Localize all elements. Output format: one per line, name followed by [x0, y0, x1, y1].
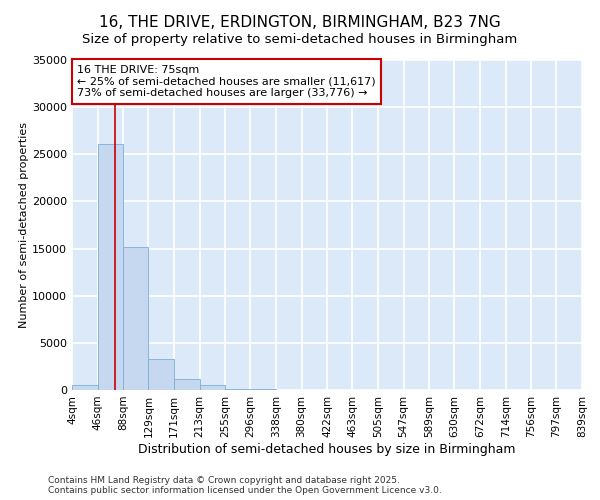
Text: 16, THE DRIVE, ERDINGTON, BIRMINGHAM, B23 7NG: 16, THE DRIVE, ERDINGTON, BIRMINGHAM, B2… [99, 15, 501, 30]
Text: Size of property relative to semi-detached houses in Birmingham: Size of property relative to semi-detach… [82, 32, 518, 46]
Bar [174, 378, 200, 390]
Bar [98, 144, 124, 390]
Bar [72, 386, 98, 390]
Text: Contains HM Land Registry data © Crown copyright and database right 2025.
Contai: Contains HM Land Registry data © Crown c… [48, 476, 442, 495]
Bar [148, 359, 174, 390]
Bar [124, 246, 148, 390]
Y-axis label: Number of semi-detached properties: Number of semi-detached properties [19, 122, 29, 328]
Text: 16 THE DRIVE: 75sqm
← 25% of semi-detached houses are smaller (11,617)
73% of se: 16 THE DRIVE: 75sqm ← 25% of semi-detach… [77, 65, 376, 98]
Bar [200, 386, 226, 390]
Bar [226, 388, 250, 390]
X-axis label: Distribution of semi-detached houses by size in Birmingham: Distribution of semi-detached houses by … [138, 442, 516, 456]
